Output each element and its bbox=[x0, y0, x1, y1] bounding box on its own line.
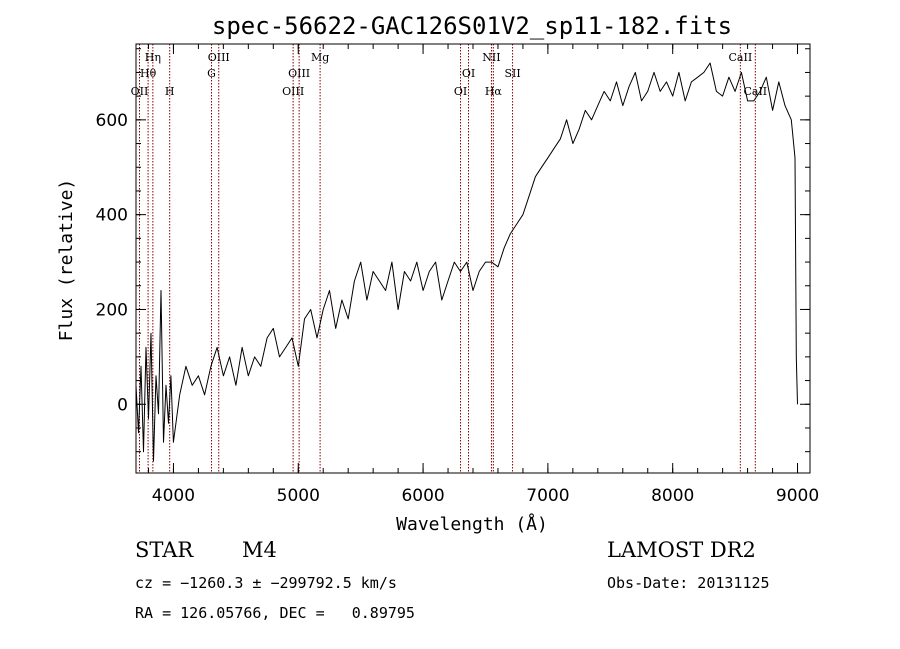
spectrum-line bbox=[135, 62, 798, 462]
x-tick-label: 6000 bbox=[401, 486, 444, 506]
y-axis-label: Flux (relative) bbox=[56, 179, 77, 342]
chart-title: spec-56622-GAC126S01V2_sp11-182.fits bbox=[212, 12, 732, 40]
line-label: Mg bbox=[311, 51, 329, 64]
x-tick-label: 7000 bbox=[526, 486, 569, 506]
object-subclass: M4 bbox=[242, 538, 277, 562]
line-label: CaII bbox=[729, 51, 753, 64]
survey-name: LAMOST DR2 bbox=[607, 538, 756, 562]
line-label: OIII bbox=[288, 67, 310, 80]
y-tick-label: 0 bbox=[117, 395, 128, 415]
line-label: OI bbox=[462, 67, 475, 80]
observation-date: Obs-Date: 20131125 bbox=[607, 574, 770, 592]
line-label: Hθ bbox=[140, 67, 157, 80]
y-tick-label: 400 bbox=[96, 206, 128, 226]
line-label: Hη bbox=[145, 51, 161, 64]
plot-frame bbox=[135, 43, 811, 474]
x-tick-label: 9000 bbox=[776, 486, 819, 506]
line-label: OII bbox=[131, 85, 149, 98]
emission-line-markers: OIIHθHηHGOIIIOIIIOIIIMgOIOINIIHαSIICaIIC… bbox=[131, 44, 767, 473]
redshift-readout: cz = −1260.3 ± −299792.5 km/s bbox=[135, 574, 397, 592]
y-tick-label: 600 bbox=[96, 111, 128, 131]
coordinates-readout: RA = 126.05766, DEC = 0.89795 bbox=[135, 604, 415, 622]
line-label: SII bbox=[504, 67, 520, 80]
x-axis-label: Wavelength (Å) bbox=[396, 513, 548, 535]
line-label: OIII bbox=[282, 85, 304, 98]
line-label: H bbox=[165, 85, 175, 98]
line-label: OI bbox=[454, 85, 467, 98]
x-tick-label: 5000 bbox=[277, 486, 320, 506]
line-label: OIII bbox=[208, 51, 230, 64]
x-tick-label: 4000 bbox=[152, 486, 195, 506]
line-label: NII bbox=[482, 51, 500, 64]
line-label: G bbox=[207, 67, 216, 80]
x-tick-label: 8000 bbox=[651, 486, 694, 506]
object-class: STAR bbox=[135, 538, 194, 562]
line-label: Hα bbox=[485, 85, 503, 98]
axis-ticks: 4000 5000 6000 7000 8000 9000 0 200 400 600 bbox=[96, 44, 819, 506]
y-tick-label: 200 bbox=[96, 300, 128, 320]
